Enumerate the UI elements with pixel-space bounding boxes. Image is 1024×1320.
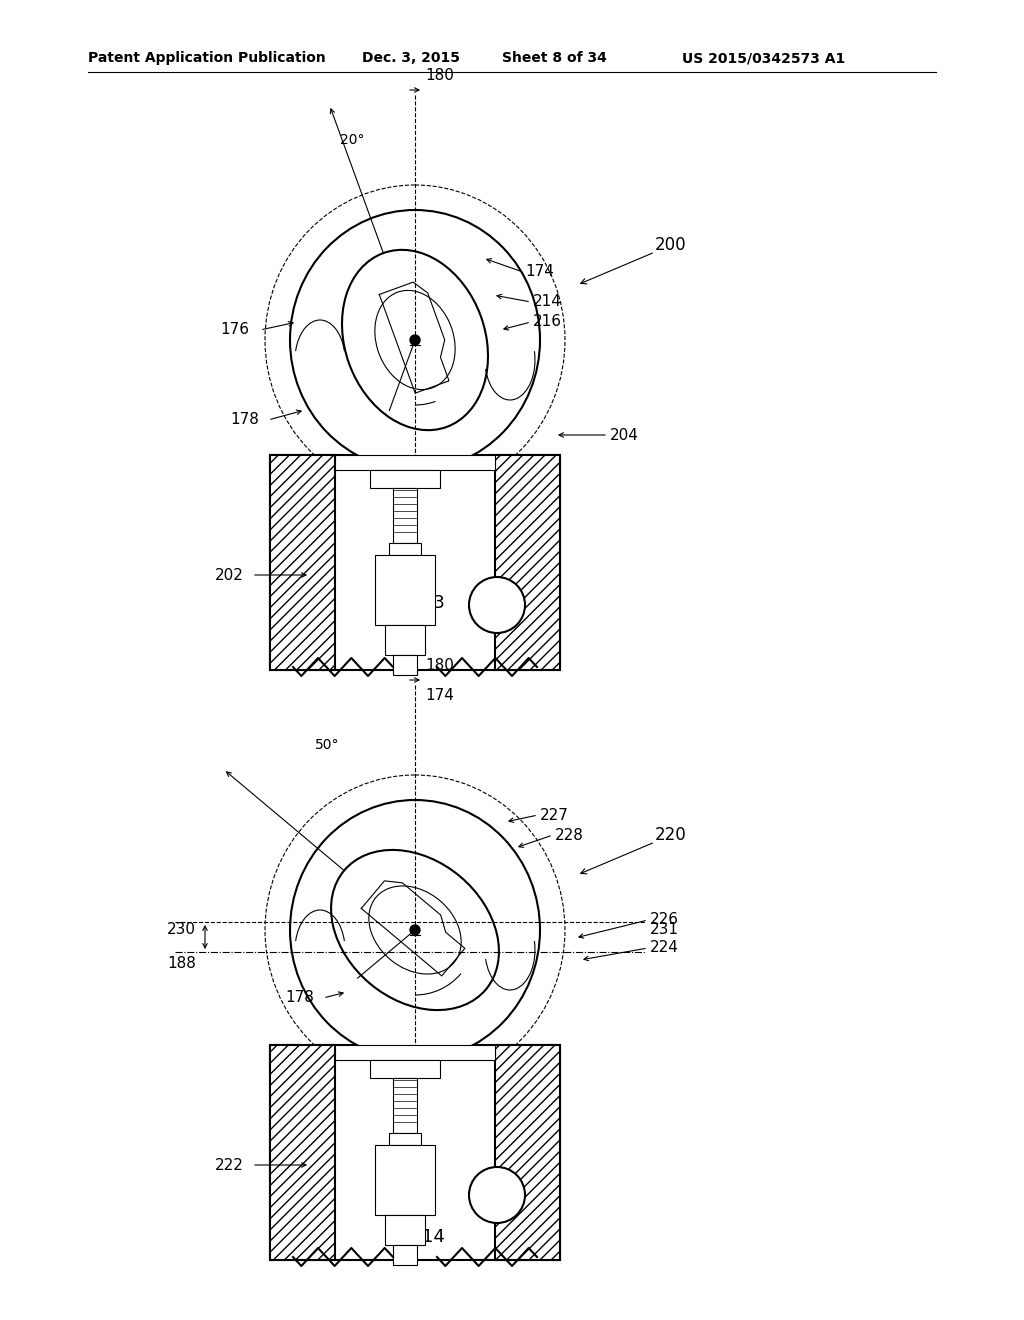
Text: 220: 220	[655, 826, 687, 843]
Text: 174: 174	[425, 688, 454, 702]
Text: 178: 178	[285, 990, 314, 1006]
Text: 222: 222	[215, 1158, 244, 1172]
Text: Fig. 13: Fig. 13	[385, 594, 445, 612]
Text: Dec. 3, 2015: Dec. 3, 2015	[362, 51, 460, 65]
Text: US 2015/0342573 A1: US 2015/0342573 A1	[682, 51, 845, 65]
Bar	[385, 1214, 425, 1245]
Text: Fig. 14: Fig. 14	[385, 1228, 445, 1246]
Bar	[335, 1045, 495, 1060]
Text: 174: 174	[525, 264, 554, 280]
Text: 178: 178	[230, 412, 259, 428]
Bar	[385, 624, 425, 655]
Text: 227: 227	[540, 808, 569, 822]
Text: 188: 188	[167, 957, 196, 972]
Text: 228: 228	[555, 828, 584, 842]
Bar	[375, 554, 435, 624]
Ellipse shape	[369, 886, 461, 974]
Text: 214: 214	[534, 294, 562, 309]
Bar	[335, 455, 495, 470]
Text: 230: 230	[167, 921, 196, 936]
Text: 224: 224	[650, 940, 679, 956]
Bar	[270, 1045, 335, 1261]
Bar	[393, 1245, 417, 1265]
Text: 180: 180	[425, 657, 454, 672]
Bar	[270, 1045, 560, 1261]
Bar	[270, 455, 560, 671]
Circle shape	[469, 1167, 525, 1224]
Circle shape	[410, 925, 420, 935]
Text: Patent Application Publication: Patent Application Publication	[88, 51, 326, 65]
Text: 20°: 20°	[340, 133, 365, 147]
Bar	[389, 1133, 421, 1144]
Bar	[495, 455, 560, 671]
Circle shape	[410, 335, 420, 345]
Bar	[370, 470, 440, 488]
Ellipse shape	[290, 210, 540, 470]
Bar	[370, 1060, 440, 1078]
Bar	[393, 655, 417, 675]
Text: 180: 180	[425, 67, 454, 82]
Text: 176: 176	[220, 322, 249, 338]
Text: 202: 202	[215, 568, 244, 582]
Bar	[393, 1078, 417, 1133]
Bar	[495, 1045, 560, 1261]
Bar	[270, 455, 335, 671]
Text: 204: 204	[610, 428, 639, 442]
Ellipse shape	[331, 850, 499, 1010]
Circle shape	[469, 577, 525, 634]
Text: 176: 176	[420, 982, 449, 998]
Text: Sheet 8 of 34: Sheet 8 of 34	[502, 51, 607, 65]
Ellipse shape	[290, 800, 540, 1060]
Bar	[389, 543, 421, 554]
Text: 200: 200	[655, 236, 687, 253]
Ellipse shape	[342, 249, 488, 430]
Text: 231: 231	[650, 921, 679, 936]
Bar	[375, 1144, 435, 1214]
Bar	[393, 488, 417, 543]
Text: 226: 226	[650, 912, 679, 928]
Ellipse shape	[375, 290, 455, 389]
Text: 50°: 50°	[315, 738, 340, 752]
Text: 216: 216	[534, 314, 562, 330]
